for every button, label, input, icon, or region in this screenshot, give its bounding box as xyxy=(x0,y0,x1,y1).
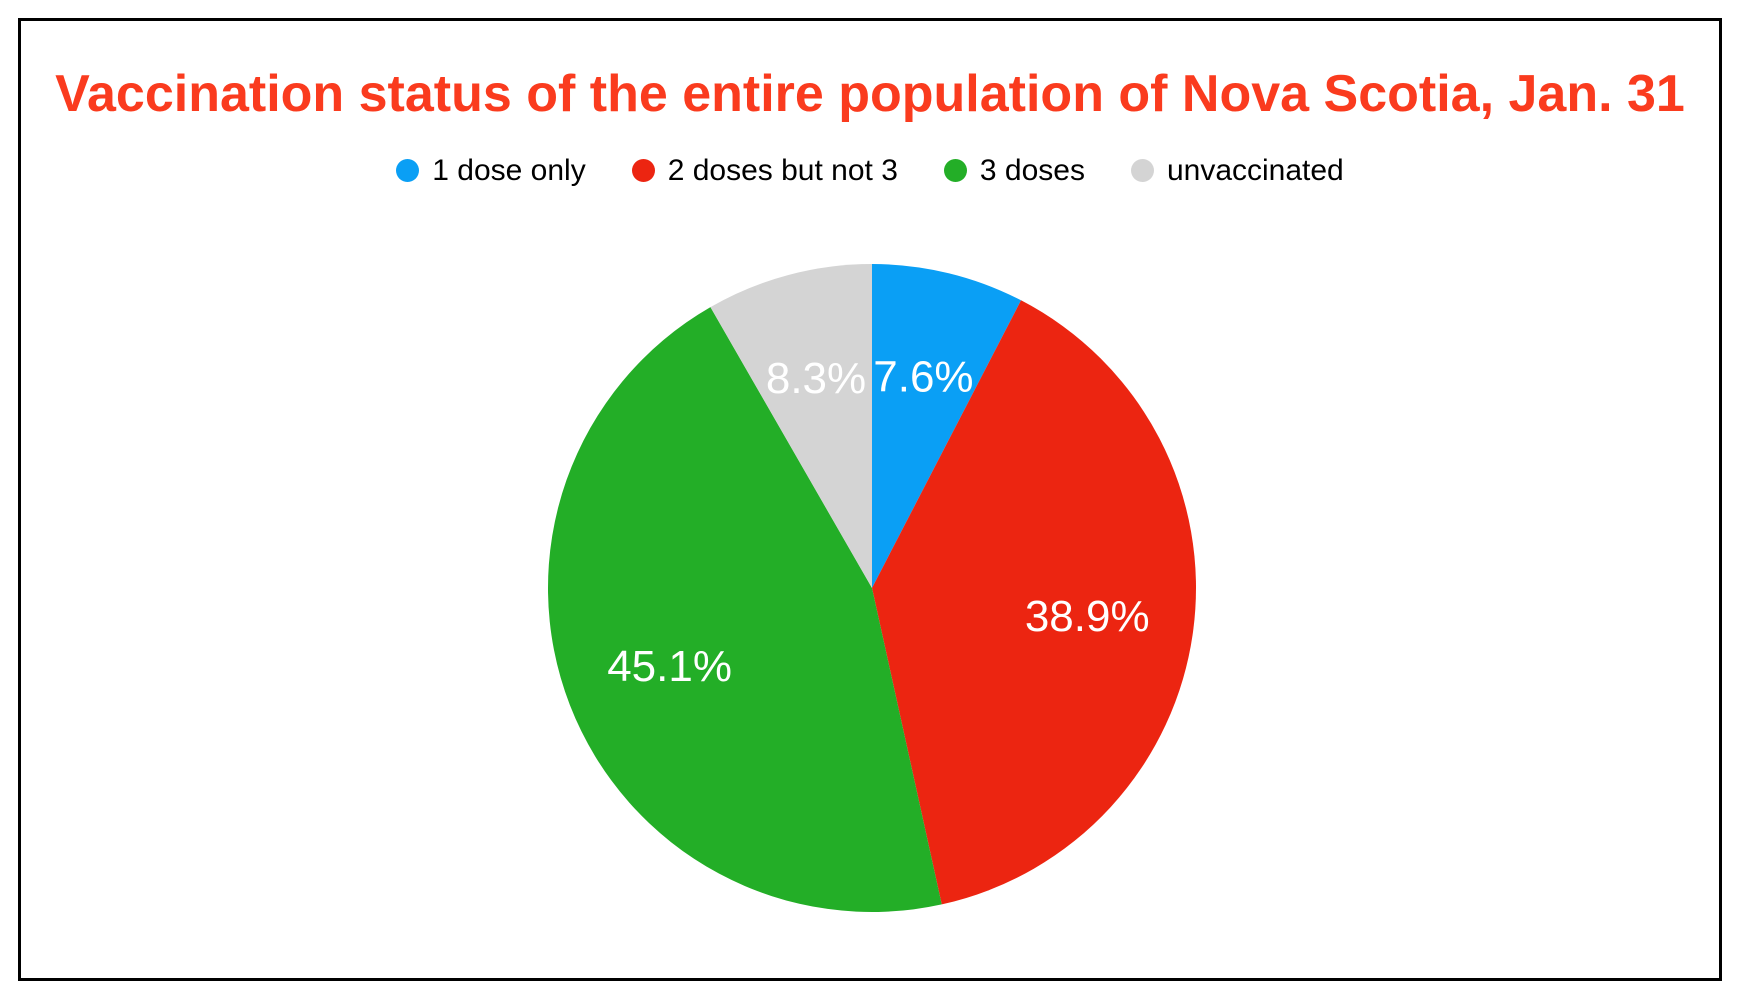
legend-item-3-doses[interactable]: 3 doses xyxy=(943,154,1085,187)
legend-color-dot xyxy=(1130,159,1154,182)
legend-item-unvaccinated[interactable]: unvaccinated xyxy=(1130,154,1344,187)
legend: 1 dose only 2 doses but not 3 3 doses unvac… xyxy=(0,154,1740,187)
legend-color-dot xyxy=(943,159,967,182)
legend-item-label: unvaccinated xyxy=(1166,154,1344,187)
legend-color-dot xyxy=(631,159,655,182)
legend-item-label: 1 dose only xyxy=(432,154,586,187)
pie-slice-value-label: 8.3% xyxy=(766,354,866,403)
legend-item-2-doses-but-not-3[interactable]: 2 doses but not 3 xyxy=(631,154,898,187)
chart-title: Vaccination status of the entire populat… xyxy=(55,65,1685,123)
pie-slice-2-doses-but-not-3[interactable] xyxy=(872,300,1197,905)
pie-slice-value-label: 7.6% xyxy=(873,353,973,402)
pie-slice-value-label: 45.1% xyxy=(607,642,732,691)
legend-color-dot xyxy=(396,159,420,182)
legend-item-label: 3 doses xyxy=(979,154,1085,187)
pie-slice-1-dose-only[interactable] xyxy=(872,264,1022,588)
legend-item-label: 2 doses but not 3 xyxy=(667,154,898,187)
pie-slice-3-doses[interactable] xyxy=(547,307,942,912)
legend-item-1-dose-only[interactable]: 1 dose only xyxy=(396,154,586,187)
pie-slice-value-label: 38.9% xyxy=(1025,592,1150,641)
pie-slice-unvaccinated[interactable] xyxy=(710,264,872,588)
